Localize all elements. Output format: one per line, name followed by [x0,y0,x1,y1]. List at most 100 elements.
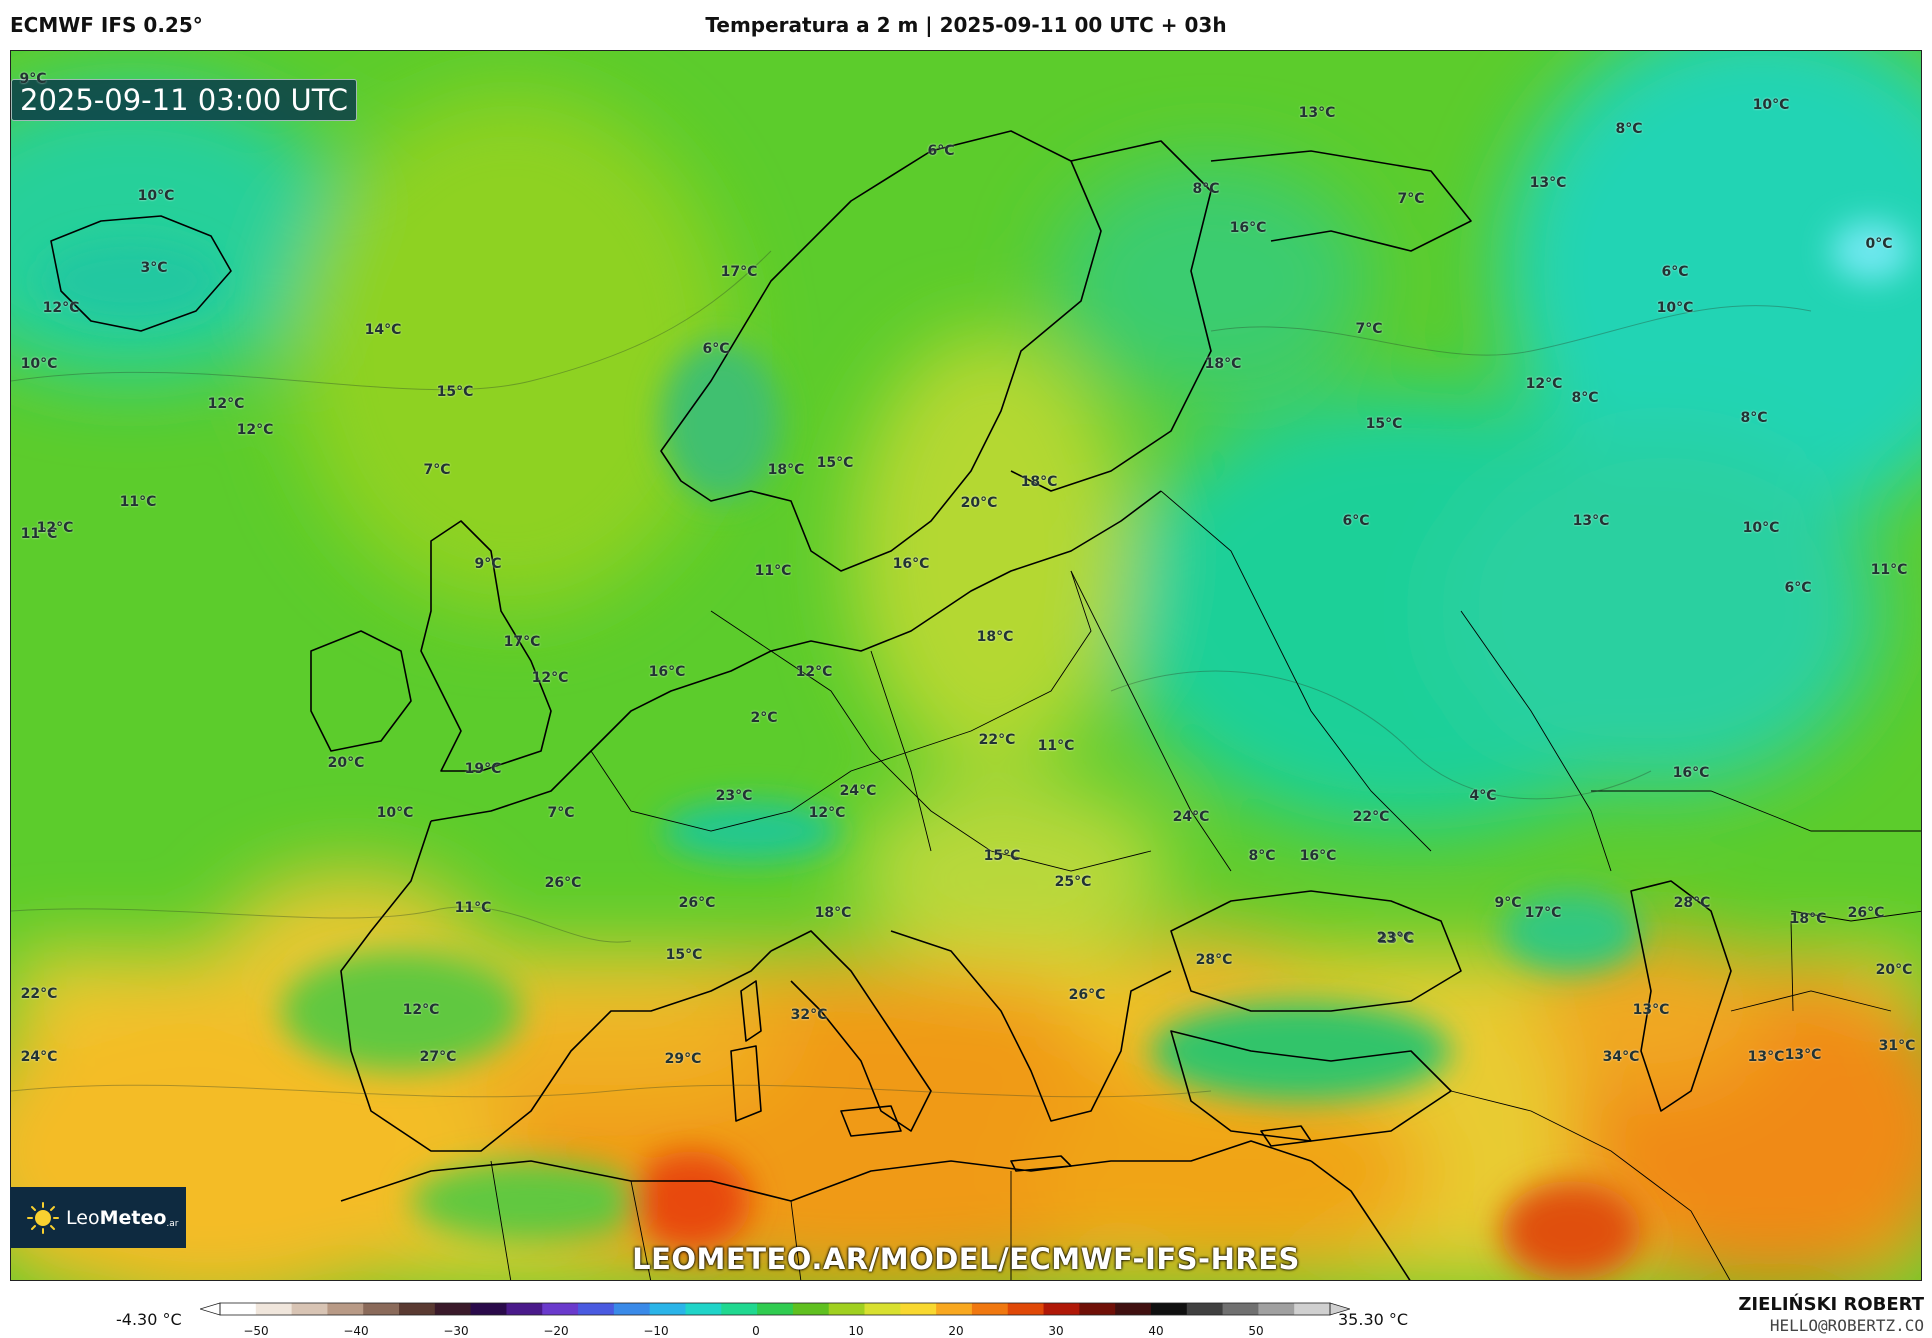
temperature-label: 26°C [1068,987,1106,1003]
temperature-label: 7°C [547,805,575,821]
logo-text: LeoMeteo.ar [66,1207,178,1229]
temperature-map[interactable]: 2025-09-11 03:00 UTC 9°C 10°C 3°C 12°C 14°C 1… [10,50,1922,1281]
temperature-label: 18°C [1204,356,1242,372]
temperature-label: 23°C [715,788,753,804]
temperature-label: 25°C [1054,874,1092,890]
temperature-label: 17°C [503,634,541,650]
temperature-label: 20°C [1875,962,1913,978]
temperature-label: 18°C [814,905,852,921]
temperature-label: 26°C [678,895,716,911]
temperature-label: 26°C [544,875,582,891]
temperature-label: 12°C [402,1002,440,1018]
temperature-label: 11°C [119,494,157,510]
temperature-label: 23°C [1377,931,1415,947]
watermark-url: LEOMETEO.AR/MODEL/ECMWF-IFS-HRES [632,1242,1300,1276]
temperature-label: 24°C [1172,809,1210,825]
temperature-label: 24°C [839,783,877,799]
colorbar-segment [1043,1303,1080,1315]
temperature-label: 16°C [892,556,930,572]
colorbar-segment [542,1303,579,1315]
temperature-label: 16°C [1672,765,1710,781]
temperature-label: 6°C [927,143,955,159]
logo-tld: .ar [166,1218,179,1229]
temperature-label: 18°C [1020,474,1058,490]
temperature-label: 12°C [42,300,80,316]
colorbar-segment [613,1303,651,1315]
temperature-label: 31°C [1878,1038,1916,1054]
temperature-label: 20°C [960,495,998,511]
temperature-label: 15°C [983,848,1021,864]
colorbar: -4.30 °C −50 −40 −30 −20 −10 0 10 20 30 40 50 35.3… [0,1282,1932,1338]
temperature-label: 6°C [702,341,730,357]
colorbar-segment [864,1303,901,1315]
temperature-label: 6°C [1661,264,1689,280]
colorbar-segment [506,1303,543,1315]
temperature-label: 12°C [808,805,846,821]
temperature-label: 8°C [1615,121,1643,137]
temperature-label: 0°C [1865,236,1893,252]
temperature-label: 7°C [1355,321,1383,337]
colorbar-segment [1258,1303,1295,1315]
temperature-label: 6°C [1784,580,1812,596]
temperature-label: 10°C [20,356,58,372]
colorbar-tick-label: −50 [243,1324,269,1338]
colorbar-tick-label: 0 [752,1324,760,1338]
temperature-label: 9°C [474,556,502,572]
temperature-label: 4°C [1469,788,1497,804]
colorbar-tick-label: −20 [543,1324,569,1338]
temperature-label: 12°C [36,520,74,536]
temperature-label: 32°C [790,1007,828,1023]
leometeo-logo[interactable]: LeoMeteo.ar [10,1187,186,1248]
colorbar-tick-label: −40 [343,1324,369,1338]
sun-icon [27,1201,59,1234]
colorbar-tick-label: 10 [848,1324,864,1338]
temperature-label: 20°C [327,755,365,771]
temperature-label: 17°C [1524,905,1562,921]
temperature-label: 18°C [1789,911,1827,927]
colorbar-tick-label: 30 [1048,1324,1064,1338]
colorbar-segment [828,1303,866,1315]
temperature-label: 13°C [1572,513,1610,529]
temperature-field [11,51,1921,1280]
temperature-label: 28°C [1673,895,1711,911]
temperature-label: 22°C [20,986,58,1002]
header: ECMWF IFS 0.25° Temperatura a 2 m | 2025… [0,0,1932,50]
colorbar-segment [255,1303,293,1315]
temperature-label: 16°C [648,664,686,680]
colorbar-arrow [200,1302,221,1316]
temperature-label: 14°C [364,322,402,338]
temperature-label: 10°C [1752,97,1790,113]
temperature-label: 28°C [1195,952,1233,968]
temperature-label: 26°C [1847,905,1885,921]
temperature-label: 15°C [436,384,474,400]
temperature-label: 2°C [750,710,778,726]
temperature-label: 12°C [1525,376,1563,392]
temperature-label: 13°C [1747,1049,1785,1065]
logo-brand-b: Meteo [99,1206,167,1229]
temperature-label: 11°C [754,563,792,579]
temperature-label: 11°C [20,526,58,542]
temperature-label: 18°C [976,629,1014,645]
valid-time-badge: 2025-09-11 03:00 UTC [11,79,358,121]
temperature-label: 10°C [1742,520,1780,536]
colorbar-segment [291,1303,328,1315]
colorbar-segment [363,1303,400,1315]
temperature-label: 7°C [1397,191,1425,207]
temperature-label: 8°C [1571,390,1599,406]
colorbar-tick-label: 20 [948,1324,964,1338]
author-email[interactable]: HELLO@ROBERTZ.CO [1769,1316,1924,1335]
colorbar-min: -4.30 °C [116,1310,182,1329]
temperature-label: 16°C [1229,220,1267,236]
colorbar-segment [971,1303,1009,1315]
temperature-label: 12°C [207,396,245,412]
temperature-label: 10°C [137,188,175,204]
temperature-label: 9°C [1494,895,1522,911]
temperature-label: 15°C [816,455,854,471]
colorbar-segment [220,1303,257,1315]
colorbar-segment [434,1303,472,1315]
colorbar-tick-label: 40 [1148,1324,1164,1338]
temperature-label: 11°C [454,900,492,916]
temperature-label: 13°C [1298,105,1336,121]
temperature-label: 7°C [423,462,451,478]
colorbar-segment [1294,1303,1331,1315]
